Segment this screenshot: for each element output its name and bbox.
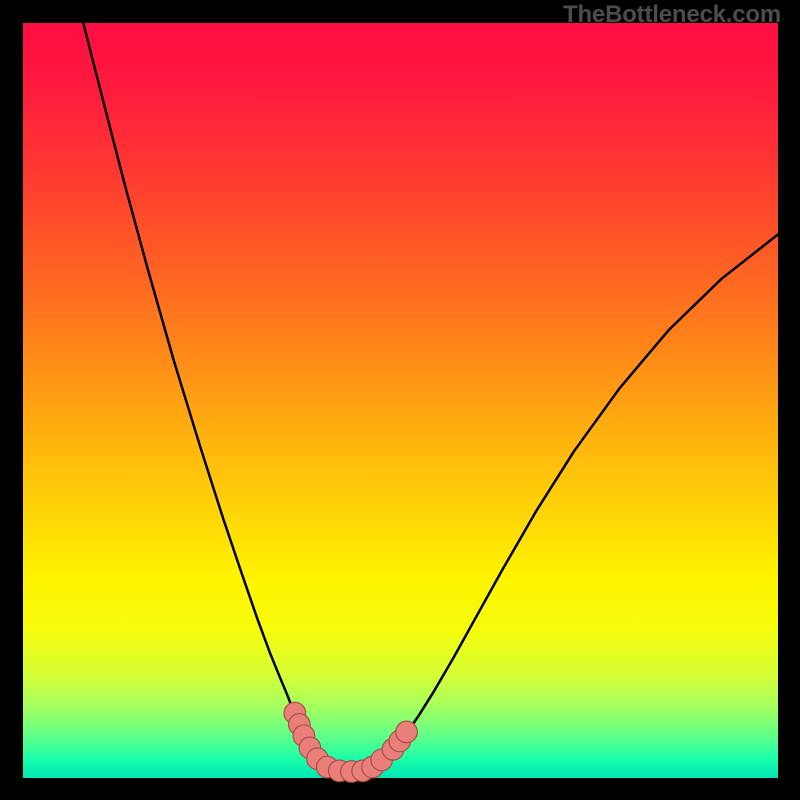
watermark-text: TheBottleneck.com: [563, 1, 781, 29]
plot-area: [23, 23, 778, 778]
bottleneck-chart: [0, 0, 800, 800]
marker-dot: [396, 721, 418, 743]
chart-container: TheBottleneck.com: [0, 0, 800, 800]
